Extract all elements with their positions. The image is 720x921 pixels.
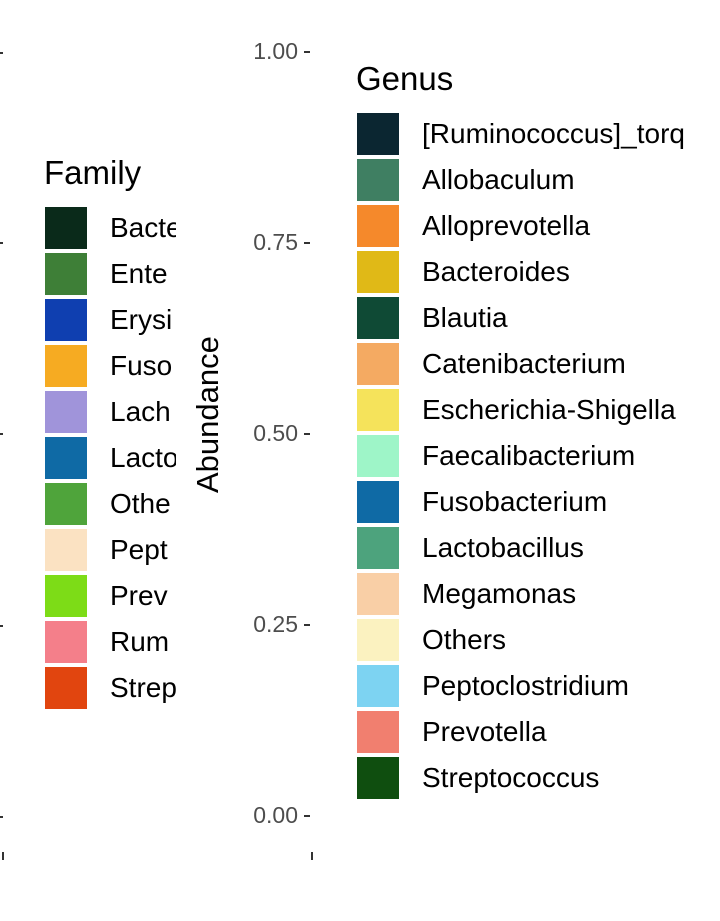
legend-key: [356, 710, 400, 754]
legend-key: [44, 482, 88, 526]
legend-label: Catenibacterium: [422, 348, 626, 379]
y-tick-label: 0.50: [253, 420, 298, 446]
genus-legend-entries: [Ruminococcus]_torq Allobaculum Alloprevot…: [352, 112, 720, 812]
y-tick-label: 0.75: [253, 229, 298, 255]
legend-label: Rum: [110, 626, 170, 657]
left-tick-mark: [0, 433, 3, 435]
legend-label: Allobaculum: [422, 164, 575, 195]
legend-key: [356, 480, 400, 524]
legend-key: [356, 572, 400, 616]
left-tick-mark: [0, 625, 3, 627]
legend-key: [44, 574, 88, 618]
left-tick-mark: [0, 816, 3, 818]
family-legend-title: Family: [44, 154, 142, 191]
legend-label: Pept: [110, 534, 168, 565]
legend-key: [356, 250, 400, 294]
legend-key: [44, 436, 88, 480]
legend-label: Bacte: [110, 212, 176, 243]
legend-key: [356, 526, 400, 570]
legend-key: [44, 390, 88, 434]
legend-label: Erysi: [110, 304, 173, 335]
legend-key: [44, 666, 88, 710]
y-tick-mark: [304, 51, 310, 53]
legend-key: [356, 296, 400, 340]
legend-label: Prev: [110, 580, 168, 611]
legend-key: [356, 664, 400, 708]
legend-label: Lactobacillus: [422, 532, 584, 563]
legend-label: Others: [422, 624, 507, 655]
legend-label: Faecalibacterium: [422, 440, 636, 471]
legend-label: Prevotella: [422, 716, 547, 747]
legend-label: Fuso: [110, 350, 173, 381]
family-legend-entries: Bacte Ente Erysi Fuso Lach Lacto Othe Pept Prev R…: [40, 206, 176, 726]
legend-key: [44, 620, 88, 664]
y-tick-mark: [304, 242, 310, 244]
legend-key: [356, 618, 400, 662]
y-tick-mark: [304, 433, 310, 435]
legend-key: [44, 252, 88, 296]
legend-label: Streptococcus: [422, 762, 600, 793]
legend-key: [44, 344, 88, 388]
legend-label: Bacteroides: [422, 256, 570, 287]
legend-label: Othe: [110, 488, 171, 519]
legend-label: Ente: [110, 258, 168, 289]
left-tick-mark: [0, 242, 3, 244]
legend-label: Lacto: [110, 442, 176, 473]
legend-label: Blautia: [422, 302, 508, 333]
legend-key: [356, 388, 400, 432]
legend-label: Fusobacterium: [422, 486, 608, 517]
left-x-tick-mark: [2, 852, 4, 860]
y-tick-mark: [304, 815, 310, 817]
legend-key: [356, 112, 400, 156]
y-tick-label: 0.00: [253, 802, 298, 828]
legend-label: [Ruminococcus]_torq: [422, 118, 686, 149]
y-tick-label: 1.00: [253, 38, 298, 64]
left-tick-mark: [0, 52, 3, 54]
legend-label: Strep: [110, 672, 176, 703]
left-panel-fragment: [0, 0, 10, 921]
legend-key: [356, 434, 400, 478]
legend-label: Peptoclostridium: [422, 670, 629, 701]
genus-legend-title: Genus: [356, 60, 454, 97]
legend-key: [44, 206, 88, 250]
legend-key: [356, 756, 400, 800]
legend-label: Megamonas: [422, 578, 577, 609]
legend-label: Lach: [110, 396, 171, 427]
legend-label: Escherichia-Shigella: [422, 394, 676, 425]
legend-key: [44, 298, 88, 342]
legend-key: [356, 342, 400, 386]
legend-key: [44, 528, 88, 572]
y-tick-mark: [304, 624, 310, 626]
legend-label: Alloprevotella: [422, 210, 591, 241]
y-tick-label: 0.25: [253, 611, 298, 637]
y-axis: Abundance 0.00 0.25 0.50 0.75 1.00: [0, 0, 320, 921]
x-tick-mark: [311, 852, 313, 860]
legend-key: [356, 158, 400, 202]
legend-key: [356, 204, 400, 248]
